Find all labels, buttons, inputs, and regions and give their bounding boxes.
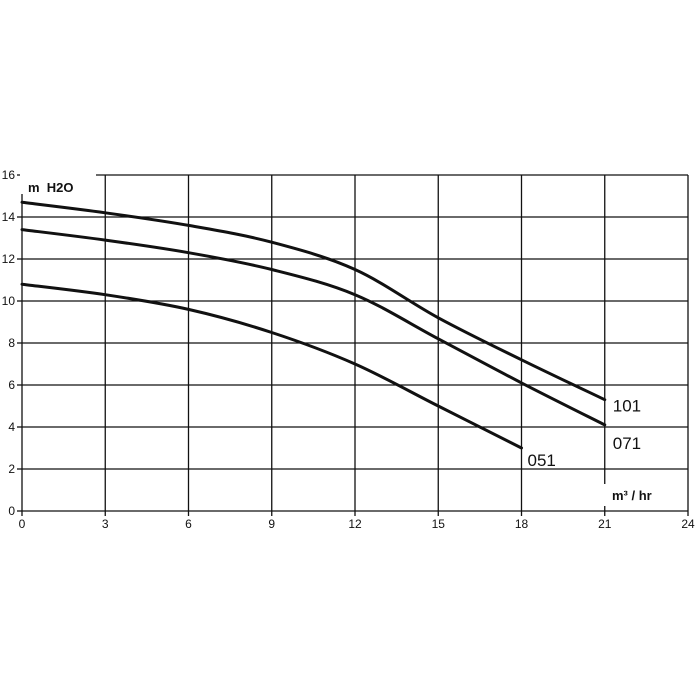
y-axis-unit: m H2O (28, 180, 74, 195)
x-axis-unit: m³ / hr (612, 488, 652, 503)
series-lines (20, 200, 607, 450)
grid (17, 174, 689, 516)
x-tick-label: 9 (268, 517, 275, 531)
x-tick-label: 3 (102, 517, 109, 531)
y-tick-label: 6 (8, 378, 15, 392)
x-tick-label: 18 (515, 517, 529, 531)
x-tick-label: 24 (681, 517, 695, 531)
x-tick-label: 12 (348, 517, 362, 531)
x-unit-background (602, 484, 682, 506)
y-tick-label: 12 (2, 252, 16, 266)
y-unit-background (20, 158, 96, 194)
series-line-071 (20, 228, 607, 427)
x-tick-label: 6 (185, 517, 192, 531)
series-labels: 101 071 051 (528, 397, 642, 470)
series-label-101: 101 (613, 397, 641, 416)
y-tick-label: 14 (2, 210, 16, 224)
y-tick-label: 8 (8, 336, 15, 350)
y-tick-label: 2 (8, 462, 15, 476)
series-label-051: 051 (528, 451, 556, 470)
x-tick-label: 0 (19, 517, 26, 531)
series-line-101 (20, 200, 607, 402)
x-tick-label: 15 (432, 517, 446, 531)
x-tick-label: 21 (598, 517, 612, 531)
y-tick-label: 16 (2, 168, 16, 182)
series-line-051 (20, 282, 523, 450)
y-tick-label: 10 (2, 294, 16, 308)
series-label-071: 071 (613, 434, 641, 453)
y-tick-label: 0 (8, 504, 15, 518)
y-tick-label: 4 (8, 420, 15, 434)
